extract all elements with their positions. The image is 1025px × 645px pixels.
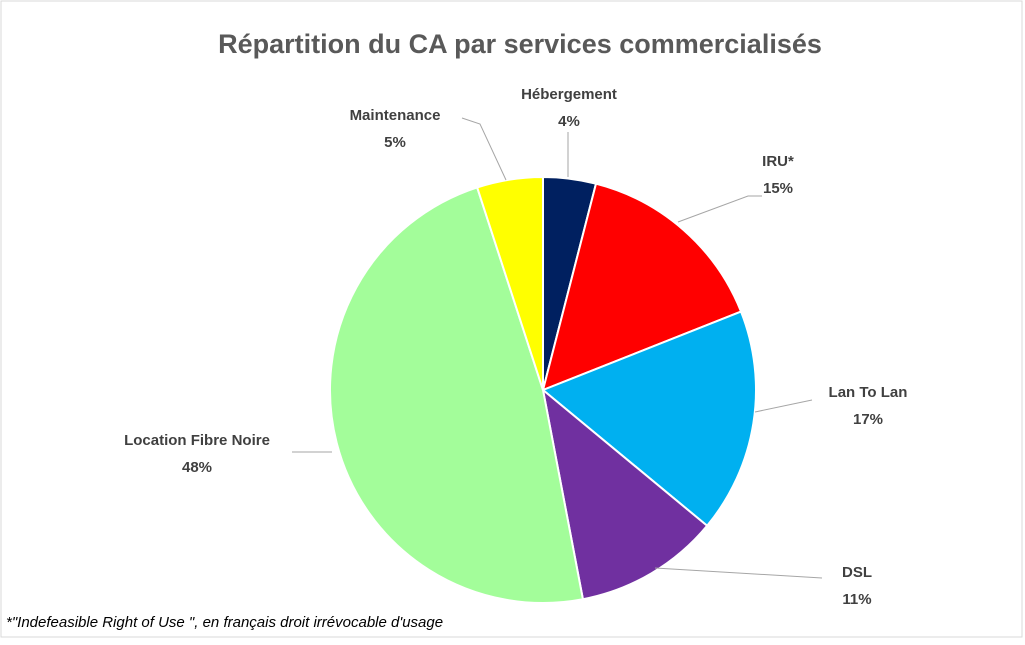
pie-slice bbox=[541, 182, 743, 392]
category-label: IRU* bbox=[762, 153, 794, 170]
leader-line bbox=[461, 117, 507, 181]
pie-slice bbox=[329, 186, 585, 604]
chart-title: Répartition du CA par services commercia… bbox=[218, 29, 822, 59]
category-label: Location Fibre Noire bbox=[124, 432, 270, 449]
value-label: 15% bbox=[763, 180, 793, 197]
category-label: Lan To Lan bbox=[829, 384, 908, 401]
value-label: 5% bbox=[384, 134, 406, 151]
footnote: *"Indefeasible Right of Use ", en frança… bbox=[6, 614, 443, 631]
leader-line bbox=[677, 195, 762, 223]
pie-slice bbox=[541, 310, 757, 528]
value-label: 48% bbox=[182, 459, 212, 476]
value-label: 4% bbox=[558, 113, 580, 130]
value-label: 17% bbox=[853, 411, 883, 428]
category-label: Maintenance bbox=[350, 107, 441, 124]
pie-slice bbox=[541, 387, 709, 601]
value-label: 11% bbox=[842, 591, 871, 608]
pie-slice bbox=[475, 175, 544, 391]
leader-line bbox=[754, 399, 813, 413]
category-label: Hébergement bbox=[521, 86, 617, 103]
category-label: DSL bbox=[842, 564, 872, 581]
leader-line bbox=[654, 567, 823, 579]
